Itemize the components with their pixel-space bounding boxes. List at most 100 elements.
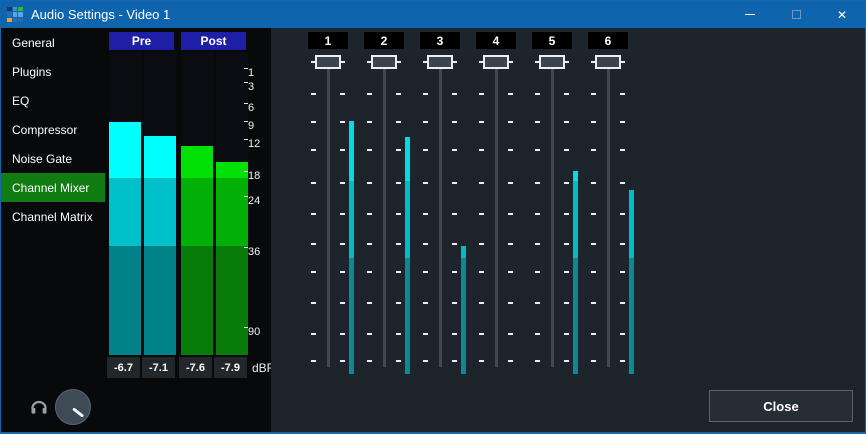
slider-tick — [311, 182, 316, 184]
sidebar-item-channel-mixer[interactable]: Channel Mixer — [1, 173, 105, 202]
app-icon-cell — [7, 17, 12, 23]
channel-slider-track-5[interactable] — [551, 63, 554, 367]
slider-tick — [508, 61, 513, 63]
slider-tick — [479, 213, 484, 215]
slider-tick — [564, 61, 569, 63]
meter-fill-segment — [144, 178, 176, 246]
channel-slider-track-1[interactable] — [327, 63, 330, 367]
sidebar-item-label: EQ — [12, 93, 30, 108]
scale-tick-mark — [244, 82, 248, 83]
sidebar-item-label: Noise Gate — [12, 151, 73, 166]
sidebar-item-label: Channel Matrix — [12, 209, 93, 224]
slider-tick — [535, 121, 540, 123]
channel-slider-track-2[interactable] — [383, 63, 386, 367]
slider-tick — [535, 302, 540, 304]
sidebar-item-label: Channel Mixer — [12, 180, 90, 195]
slider-tick — [396, 121, 401, 123]
channel-slider-track-4[interactable] — [495, 63, 498, 367]
slider-tick — [423, 182, 428, 184]
channel-header-4: 4 — [476, 32, 516, 49]
scale-label: 12 — [248, 138, 261, 150]
meter-fill-segment — [216, 162, 248, 178]
app-icon-cell — [18, 17, 23, 23]
channel-header-6: 6 — [588, 32, 628, 49]
close-icon: ✕ — [836, 7, 848, 22]
slider-tick — [311, 243, 316, 245]
channel-slider-handle-6[interactable] — [595, 55, 621, 69]
slider-tick — [508, 121, 513, 123]
slider-tick — [311, 360, 316, 362]
slider-tick — [591, 213, 596, 215]
channel-slider-handle-2[interactable] — [371, 55, 397, 69]
slider-tick — [367, 93, 372, 95]
meter-group-label-post: Post — [181, 32, 246, 50]
slider-tick — [423, 149, 428, 151]
slider-tick — [367, 61, 372, 63]
slider-tick — [423, 93, 428, 95]
channel-slider-track-3[interactable] — [439, 63, 442, 367]
sidebar-item-general[interactable]: General — [1, 28, 105, 57]
slider-tick — [508, 333, 513, 335]
sidebar-item-channel-matrix[interactable]: Channel Matrix — [1, 202, 105, 231]
app-icon-cell — [7, 6, 12, 12]
maximize-button[interactable] — [773, 1, 819, 28]
slider-tick — [479, 121, 484, 123]
slider-tick — [535, 213, 540, 215]
channel-slider-handle-5[interactable] — [539, 55, 565, 69]
slider-tick — [396, 333, 401, 335]
slider-tick — [620, 243, 625, 245]
scale-label: 9 — [248, 120, 255, 132]
sidebar-item-eq[interactable]: EQ — [1, 86, 105, 115]
slider-tick — [591, 243, 596, 245]
channel-slider-handle-3[interactable] — [427, 55, 453, 69]
slider-tick — [564, 271, 569, 273]
meter-value-pre: -6.7 — [107, 357, 140, 378]
sidebar-item-plugins[interactable]: Plugins — [1, 57, 105, 86]
slider-tick — [423, 271, 428, 273]
channel-level-bar-5 — [573, 258, 578, 374]
channel-level-bar-3 — [461, 258, 466, 374]
slider-tick — [311, 333, 316, 335]
slider-tick — [311, 93, 316, 95]
slider-tick — [396, 149, 401, 151]
sidebar-item-compressor[interactable]: Compressor — [1, 115, 105, 144]
slider-tick — [508, 302, 513, 304]
slider-tick — [367, 333, 372, 335]
slider-tick — [311, 302, 316, 304]
slider-tick — [452, 333, 457, 335]
close-window-button[interactable]: ✕ — [819, 1, 865, 28]
slider-tick — [620, 333, 625, 335]
slider-tick — [564, 149, 569, 151]
slider-tick — [311, 149, 316, 151]
channel-slider-handle-4[interactable] — [483, 55, 509, 69]
app-icon-cell — [12, 6, 18, 12]
slider-tick — [564, 182, 569, 184]
slider-tick — [452, 182, 457, 184]
slider-tick — [591, 302, 596, 304]
slider-tick — [591, 360, 596, 362]
channel-header-5: 5 — [532, 32, 572, 49]
slider-tick — [452, 271, 457, 273]
channel-slider-track-6[interactable] — [607, 63, 610, 367]
minimize-button[interactable] — [727, 1, 773, 28]
slider-tick — [591, 121, 596, 123]
slider-tick — [479, 61, 484, 63]
slider-tick — [340, 149, 345, 151]
meter-value-post: -7.6 — [179, 357, 212, 378]
slider-tick — [564, 360, 569, 362]
meter-fill-segment — [216, 178, 248, 246]
sidebar-item-noise-gate[interactable]: Noise Gate — [1, 144, 105, 173]
slider-tick — [367, 243, 372, 245]
meter-fill-segment — [181, 178, 213, 246]
slider-tick — [620, 149, 625, 151]
scale-tick-mark — [244, 247, 248, 248]
close-button[interactable]: Close — [709, 390, 853, 422]
channel-level-bar-5 — [573, 181, 578, 258]
channel-slider-handle-1[interactable] — [315, 55, 341, 69]
monitor-volume-knob[interactable] — [55, 389, 91, 425]
headphones-icon — [31, 400, 47, 414]
slider-tick — [311, 271, 316, 273]
slider-tick — [423, 333, 428, 335]
slider-tick — [620, 302, 625, 304]
slider-tick — [535, 149, 540, 151]
